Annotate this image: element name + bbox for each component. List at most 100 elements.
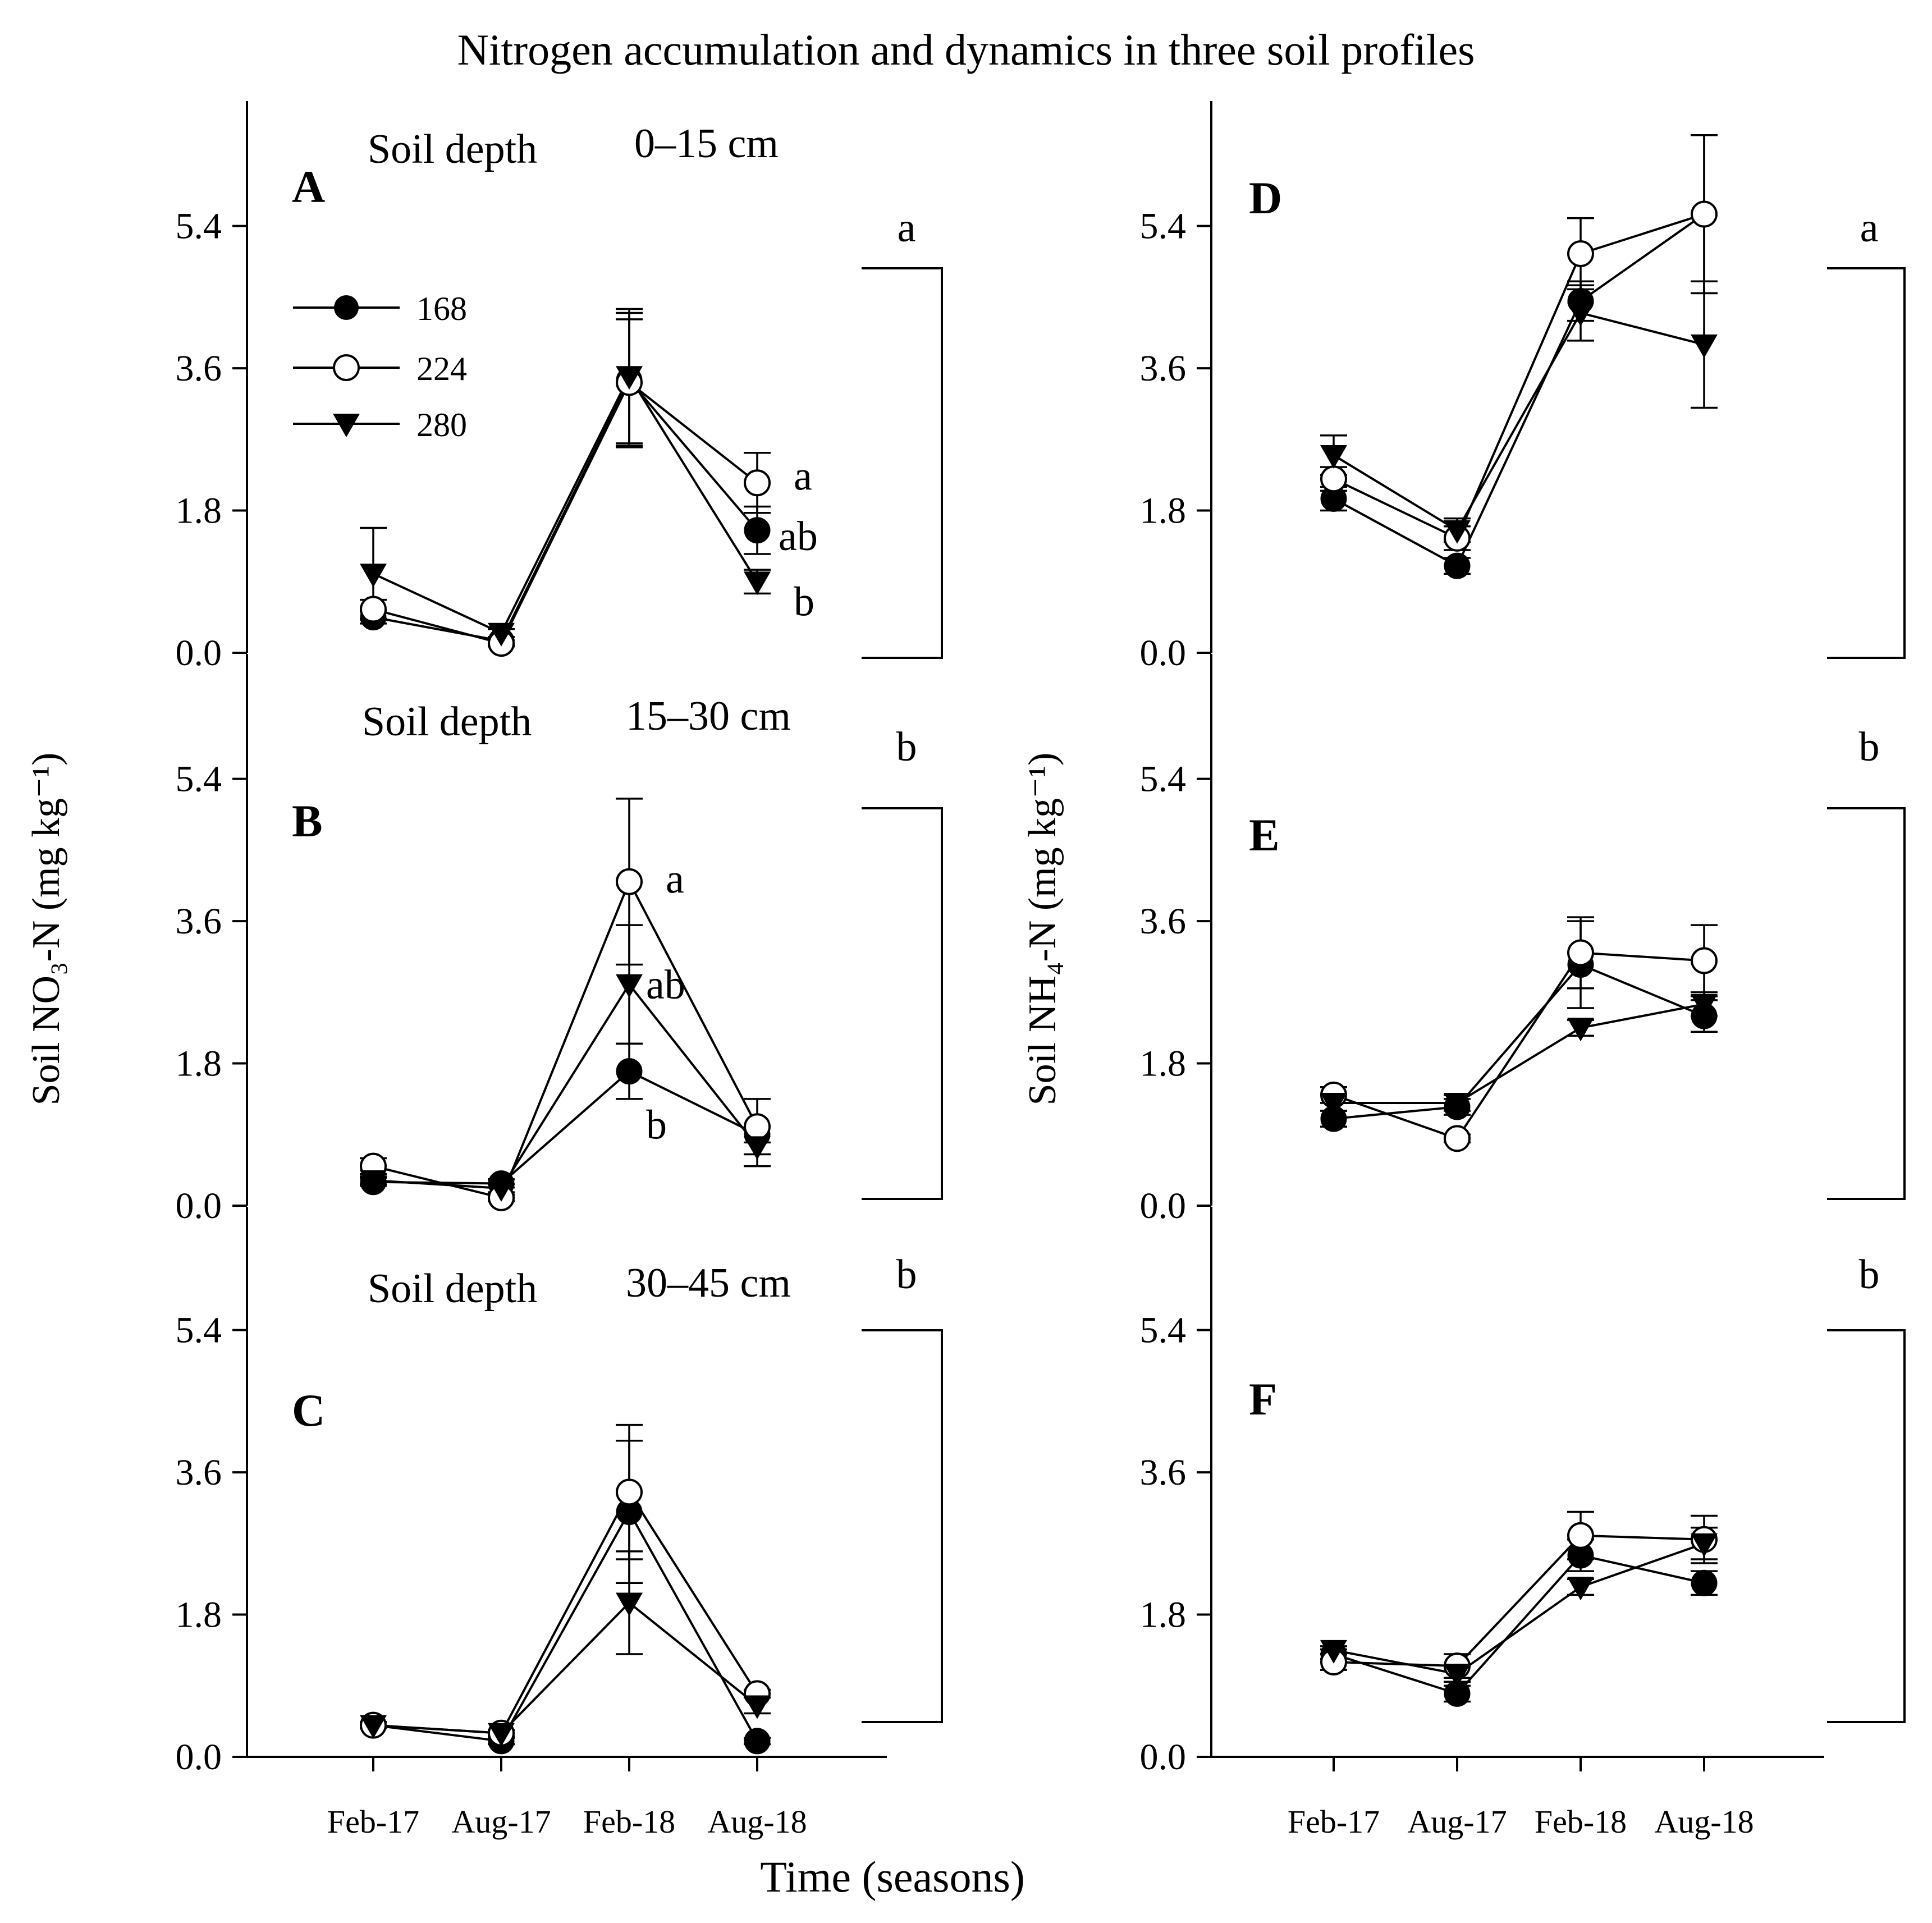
- series-line-224: [1333, 1534, 1705, 1668]
- panel-letter: C: [292, 1385, 325, 1436]
- y-tick-label: 3.6: [176, 348, 222, 389]
- group-letter: a: [1860, 205, 1879, 251]
- point-280: [360, 1715, 387, 1739]
- point-224: [1320, 465, 1347, 493]
- y-axis-title: Soil NO₃-N (mg kg⁻¹): [25, 753, 68, 1106]
- legend-item-280: 280: [293, 406, 467, 443]
- point-letter: ab: [779, 514, 818, 560]
- point-280: [1320, 1640, 1347, 1664]
- y-tick-label: 3.6: [1140, 901, 1187, 942]
- series-line-280: [373, 982, 758, 1190]
- legend-marker-224: [333, 354, 360, 381]
- point-168: [744, 517, 771, 544]
- y-tick-label: 0.0: [1140, 1185, 1187, 1226]
- panel-letter: F: [1249, 1373, 1277, 1425]
- point-280: [1320, 1092, 1347, 1116]
- point-280: [360, 564, 387, 588]
- series-line-224: [373, 1490, 758, 1734]
- y-tick-label: 1.8: [1140, 1043, 1187, 1084]
- point-224: [744, 469, 771, 497]
- depth-label: Soil depth: [368, 126, 537, 172]
- y-axis-title: Soil NH₄-N (mg kg⁻¹): [1021, 753, 1064, 1106]
- point-224: [1691, 947, 1718, 974]
- series-line-280: [1333, 1542, 1705, 1675]
- group-letter: b: [1859, 724, 1880, 770]
- point-letter: ab: [646, 962, 685, 1008]
- point-280: [616, 1592, 643, 1617]
- x-tick-label: Feb-18: [1535, 1803, 1627, 1840]
- point-280: [1567, 303, 1594, 327]
- x-tick-label: Aug-18: [1654, 1803, 1754, 1840]
- point-280: [1567, 1018, 1594, 1042]
- group-letter: b: [896, 1252, 917, 1298]
- point-280: [616, 366, 643, 390]
- legend-marker-168: [334, 295, 359, 320]
- x-tick-label: Feb-18: [583, 1803, 675, 1840]
- point-280: [744, 1136, 771, 1160]
- series-line-168: [1333, 213, 1705, 567]
- x-tick-label: Aug-18: [707, 1803, 807, 1840]
- point-224: [1691, 200, 1718, 228]
- significance-bracket: [862, 267, 943, 659]
- significance-bracket: [1827, 1329, 1906, 1723]
- point-280: [488, 622, 515, 647]
- series-line-168: [1333, 963, 1705, 1120]
- point-168: [1691, 1569, 1718, 1596]
- legend: 168 224 280: [293, 290, 467, 443]
- figure-title: Nitrogen accumulation and dynamics in th…: [457, 25, 1475, 74]
- significance-bracket: [1827, 267, 1906, 659]
- significance-bracket: [862, 807, 943, 1200]
- point-280: [744, 1695, 771, 1719]
- point-letter: a: [794, 453, 812, 499]
- point-224: [744, 1113, 771, 1141]
- y-tick-label: 3.6: [1140, 1452, 1187, 1493]
- panel-letter: D: [1249, 172, 1282, 223]
- depth-value: 15–30 cm: [626, 693, 791, 739]
- point-280: [1320, 445, 1347, 469]
- point-168: [744, 1728, 771, 1755]
- point-280: [1567, 1577, 1594, 1601]
- significance-bracket: [862, 1329, 943, 1723]
- panel-letter: E: [1249, 809, 1280, 860]
- y-tick-label: 3.6: [1140, 348, 1187, 389]
- depth-value: 30–45 cm: [626, 1260, 791, 1306]
- y-tick-label: 1.8: [176, 491, 222, 532]
- depth-label: Soil depth: [362, 699, 532, 745]
- series-line-224: [373, 381, 758, 645]
- panel-b: 0.0 1.8 3.6 5.4 Soil NO₃-N (mg kg⁻¹) B Soil de…: [25, 654, 943, 1226]
- y-tick-label: 5.4: [1140, 1310, 1187, 1351]
- point-280: [744, 571, 771, 596]
- legend-label: 168: [416, 290, 467, 327]
- y-tick-label: 5.4: [176, 1310, 222, 1351]
- legend-marker-280: [333, 414, 360, 437]
- point-280: [1444, 1092, 1471, 1116]
- depth-value: 0–15 cm: [634, 121, 779, 167]
- point-224: [616, 1478, 643, 1506]
- y-tick-label: 0.0: [176, 1185, 222, 1226]
- series-line-224: [1333, 951, 1705, 1140]
- series-line-224: [1333, 213, 1705, 540]
- series-line-168: [373, 1509, 758, 1742]
- series-line-224: [373, 878, 758, 1199]
- point-280: [488, 1178, 515, 1202]
- panel-f: 0.0 1.8 3.6 5.4 Feb-17 Aug-17 Feb-18 Aug-18 Fb: [1140, 1207, 1906, 1840]
- panel-e: 0.0 1.8 3.6 5.4 Soil NH₄-N (mg kg⁻¹) Eb: [1021, 654, 1906, 1226]
- panel-letter: A: [292, 161, 325, 212]
- point-224: [1567, 240, 1594, 267]
- panel-d: 0.0 1.8 3.6 5.4 Da: [1140, 101, 1906, 674]
- x-tick-label: Feb-17: [1288, 1803, 1380, 1840]
- x-tick-label: Aug-17: [451, 1803, 551, 1840]
- point-letter: b: [646, 1102, 667, 1148]
- point-280: [1444, 1664, 1471, 1688]
- y-tick-label: 1.8: [1140, 491, 1187, 532]
- series-line-168: [1333, 1554, 1705, 1695]
- group-letter: a: [898, 205, 916, 251]
- y-tick-label: 3.6: [176, 1452, 222, 1493]
- panel-a: 0.0 1.8 3.6 5.4 A Soil depth 0–15 cm a a ab b: [176, 101, 943, 674]
- point-224: [1567, 1522, 1594, 1549]
- depth-label: Soil depth: [368, 1266, 537, 1312]
- x-tick-label: Aug-17: [1407, 1803, 1507, 1840]
- point-280: [488, 1723, 515, 1747]
- point-168: [616, 1058, 643, 1085]
